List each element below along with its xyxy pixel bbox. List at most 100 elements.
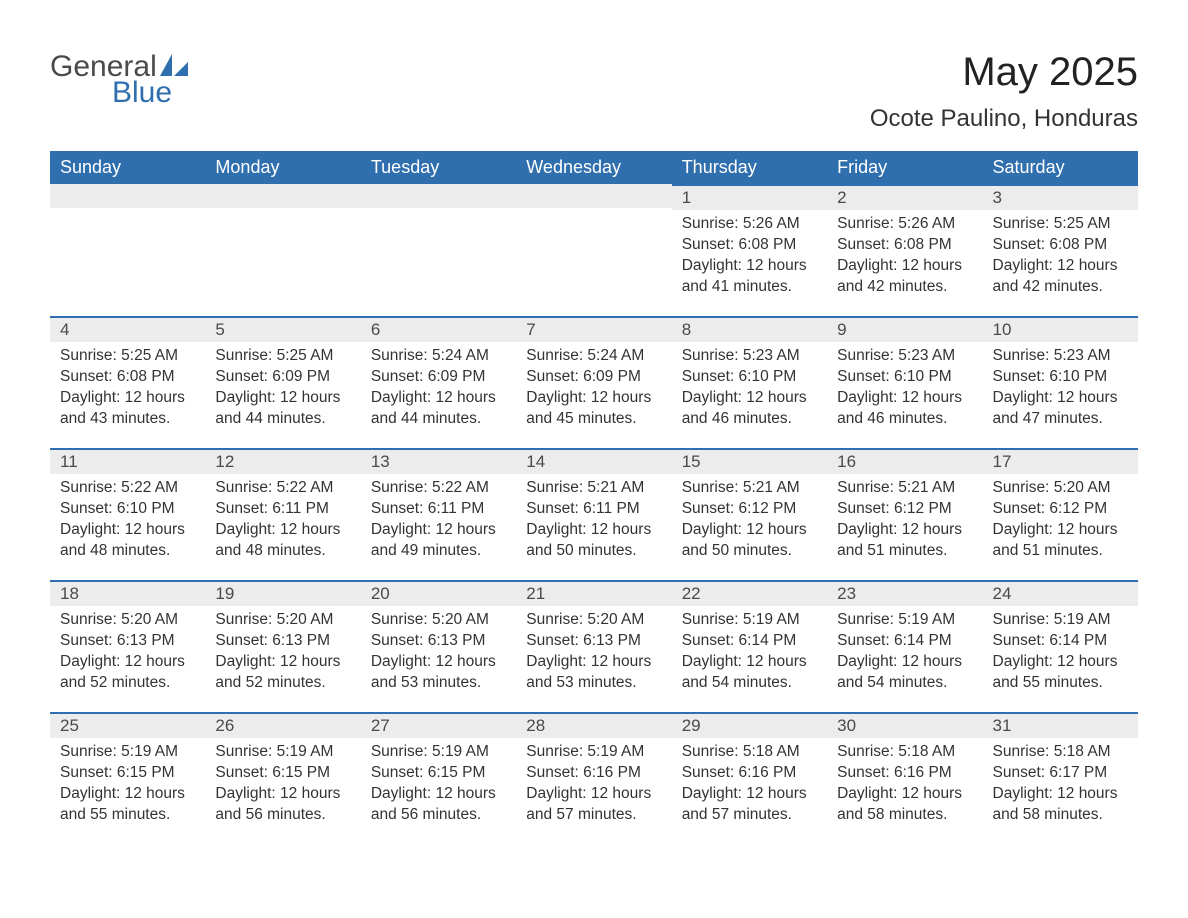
sunrise-line: Sunrise: 5:23 AM bbox=[837, 346, 972, 367]
calendar-cell: 13Sunrise: 5:22 AMSunset: 6:11 PMDayligh… bbox=[361, 448, 516, 580]
calendar-cell: 2Sunrise: 5:26 AMSunset: 6:08 PMDaylight… bbox=[827, 184, 982, 316]
sunrise-line: Sunrise: 5:25 AM bbox=[993, 214, 1128, 235]
weekday-header: Monday bbox=[205, 151, 360, 184]
title-block: May 2025 Ocote Paulino, Honduras bbox=[870, 50, 1138, 145]
sunrise-line: Sunrise: 5:22 AM bbox=[371, 478, 506, 499]
day-details: Sunrise: 5:21 AMSunset: 6:12 PMDaylight:… bbox=[672, 474, 827, 568]
sunset-line: Sunset: 6:16 PM bbox=[682, 763, 817, 784]
daylight-line: Daylight: 12 hours and 53 minutes. bbox=[526, 652, 661, 694]
day-details: Sunrise: 5:23 AMSunset: 6:10 PMDaylight:… bbox=[827, 342, 982, 436]
calendar-cell bbox=[516, 184, 671, 316]
sunrise-line: Sunrise: 5:22 AM bbox=[215, 478, 350, 499]
day-details: Sunrise: 5:18 AMSunset: 6:16 PMDaylight:… bbox=[672, 738, 827, 832]
sunrise-line: Sunrise: 5:19 AM bbox=[682, 610, 817, 631]
sunset-line: Sunset: 6:08 PM bbox=[682, 235, 817, 256]
calendar-cell bbox=[50, 184, 205, 316]
day-details: Sunrise: 5:20 AMSunset: 6:13 PMDaylight:… bbox=[516, 606, 671, 700]
day-details: Sunrise: 5:19 AMSunset: 6:16 PMDaylight:… bbox=[516, 738, 671, 832]
calendar-cell: 19Sunrise: 5:20 AMSunset: 6:13 PMDayligh… bbox=[205, 580, 360, 712]
day-details: Sunrise: 5:19 AMSunset: 6:15 PMDaylight:… bbox=[50, 738, 205, 832]
empty-daynum-bar bbox=[50, 184, 205, 208]
daylight-line: Daylight: 12 hours and 54 minutes. bbox=[682, 652, 817, 694]
sunset-line: Sunset: 6:09 PM bbox=[215, 367, 350, 388]
sunrise-line: Sunrise: 5:18 AM bbox=[682, 742, 817, 763]
day-details: Sunrise: 5:21 AMSunset: 6:12 PMDaylight:… bbox=[827, 474, 982, 568]
weekday-header: Saturday bbox=[983, 151, 1138, 184]
calendar-cell: 15Sunrise: 5:21 AMSunset: 6:12 PMDayligh… bbox=[672, 448, 827, 580]
calendar-row: 1Sunrise: 5:26 AMSunset: 6:08 PMDaylight… bbox=[50, 184, 1138, 316]
day-details: Sunrise: 5:19 AMSunset: 6:14 PMDaylight:… bbox=[672, 606, 827, 700]
day-number: 8 bbox=[672, 316, 827, 342]
empty-daynum-bar bbox=[516, 184, 671, 208]
daylight-line: Daylight: 12 hours and 55 minutes. bbox=[993, 652, 1128, 694]
sunset-line: Sunset: 6:14 PM bbox=[682, 631, 817, 652]
calendar-row: 18Sunrise: 5:20 AMSunset: 6:13 PMDayligh… bbox=[50, 580, 1138, 712]
day-number: 3 bbox=[983, 184, 1138, 210]
day-details: Sunrise: 5:26 AMSunset: 6:08 PMDaylight:… bbox=[672, 210, 827, 304]
sunrise-line: Sunrise: 5:23 AM bbox=[682, 346, 817, 367]
sunrise-line: Sunrise: 5:21 AM bbox=[682, 478, 817, 499]
day-details: Sunrise: 5:23 AMSunset: 6:10 PMDaylight:… bbox=[672, 342, 827, 436]
sunrise-line: Sunrise: 5:21 AM bbox=[526, 478, 661, 499]
sunset-line: Sunset: 6:17 PM bbox=[993, 763, 1128, 784]
day-number: 10 bbox=[983, 316, 1138, 342]
sunset-line: Sunset: 6:15 PM bbox=[371, 763, 506, 784]
calendar-cell: 9Sunrise: 5:23 AMSunset: 6:10 PMDaylight… bbox=[827, 316, 982, 448]
sunrise-line: Sunrise: 5:19 AM bbox=[60, 742, 195, 763]
daylight-line: Daylight: 12 hours and 46 minutes. bbox=[837, 388, 972, 430]
day-number: 21 bbox=[516, 580, 671, 606]
daylight-line: Daylight: 12 hours and 50 minutes. bbox=[526, 520, 661, 562]
sunrise-line: Sunrise: 5:18 AM bbox=[837, 742, 972, 763]
sunset-line: Sunset: 6:14 PM bbox=[993, 631, 1128, 652]
daylight-line: Daylight: 12 hours and 51 minutes. bbox=[993, 520, 1128, 562]
calendar-cell: 3Sunrise: 5:25 AMSunset: 6:08 PMDaylight… bbox=[983, 184, 1138, 316]
day-number: 31 bbox=[983, 712, 1138, 738]
sunrise-line: Sunrise: 5:25 AM bbox=[60, 346, 195, 367]
daylight-line: Daylight: 12 hours and 56 minutes. bbox=[215, 784, 350, 826]
daylight-line: Daylight: 12 hours and 49 minutes. bbox=[371, 520, 506, 562]
daylight-line: Daylight: 12 hours and 45 minutes. bbox=[526, 388, 661, 430]
sunset-line: Sunset: 6:08 PM bbox=[60, 367, 195, 388]
daylight-line: Daylight: 12 hours and 55 minutes. bbox=[60, 784, 195, 826]
day-number: 28 bbox=[516, 712, 671, 738]
day-details: Sunrise: 5:25 AMSunset: 6:09 PMDaylight:… bbox=[205, 342, 360, 436]
calendar-row: 11Sunrise: 5:22 AMSunset: 6:10 PMDayligh… bbox=[50, 448, 1138, 580]
sunrise-line: Sunrise: 5:19 AM bbox=[371, 742, 506, 763]
day-details: Sunrise: 5:24 AMSunset: 6:09 PMDaylight:… bbox=[361, 342, 516, 436]
day-details: Sunrise: 5:25 AMSunset: 6:08 PMDaylight:… bbox=[983, 210, 1138, 304]
daylight-line: Daylight: 12 hours and 54 minutes. bbox=[837, 652, 972, 694]
calendar-table: SundayMondayTuesdayWednesdayThursdayFrid… bbox=[50, 151, 1138, 844]
daylight-line: Daylight: 12 hours and 57 minutes. bbox=[526, 784, 661, 826]
calendar-cell: 18Sunrise: 5:20 AMSunset: 6:13 PMDayligh… bbox=[50, 580, 205, 712]
day-number: 5 bbox=[205, 316, 360, 342]
day-details: Sunrise: 5:19 AMSunset: 6:14 PMDaylight:… bbox=[827, 606, 982, 700]
day-details: Sunrise: 5:20 AMSunset: 6:13 PMDaylight:… bbox=[205, 606, 360, 700]
day-number: 22 bbox=[672, 580, 827, 606]
day-details: Sunrise: 5:19 AMSunset: 6:15 PMDaylight:… bbox=[205, 738, 360, 832]
calendar-cell: 17Sunrise: 5:20 AMSunset: 6:12 PMDayligh… bbox=[983, 448, 1138, 580]
daylight-line: Daylight: 12 hours and 56 minutes. bbox=[371, 784, 506, 826]
header-row: General Blue May 2025 Ocote Paulino, Hon… bbox=[50, 50, 1138, 145]
calendar-cell: 27Sunrise: 5:19 AMSunset: 6:15 PMDayligh… bbox=[361, 712, 516, 844]
calendar-cell bbox=[205, 184, 360, 316]
weekday-header: Wednesday bbox=[516, 151, 671, 184]
month-title: May 2025 bbox=[870, 50, 1138, 95]
sunset-line: Sunset: 6:14 PM bbox=[837, 631, 972, 652]
sunset-line: Sunset: 6:11 PM bbox=[215, 499, 350, 520]
day-details: Sunrise: 5:26 AMSunset: 6:08 PMDaylight:… bbox=[827, 210, 982, 304]
daylight-line: Daylight: 12 hours and 48 minutes. bbox=[60, 520, 195, 562]
sunrise-line: Sunrise: 5:19 AM bbox=[837, 610, 972, 631]
day-number: 19 bbox=[205, 580, 360, 606]
calendar-cell: 28Sunrise: 5:19 AMSunset: 6:16 PMDayligh… bbox=[516, 712, 671, 844]
day-number: 4 bbox=[50, 316, 205, 342]
sunrise-line: Sunrise: 5:19 AM bbox=[526, 742, 661, 763]
sunset-line: Sunset: 6:11 PM bbox=[526, 499, 661, 520]
logo-text-blue: Blue bbox=[112, 76, 172, 110]
day-number: 17 bbox=[983, 448, 1138, 474]
daylight-line: Daylight: 12 hours and 52 minutes. bbox=[60, 652, 195, 694]
sunset-line: Sunset: 6:12 PM bbox=[682, 499, 817, 520]
daylight-line: Daylight: 12 hours and 41 minutes. bbox=[682, 256, 817, 298]
sunrise-line: Sunrise: 5:20 AM bbox=[993, 478, 1128, 499]
sunset-line: Sunset: 6:15 PM bbox=[60, 763, 195, 784]
calendar-cell: 11Sunrise: 5:22 AMSunset: 6:10 PMDayligh… bbox=[50, 448, 205, 580]
